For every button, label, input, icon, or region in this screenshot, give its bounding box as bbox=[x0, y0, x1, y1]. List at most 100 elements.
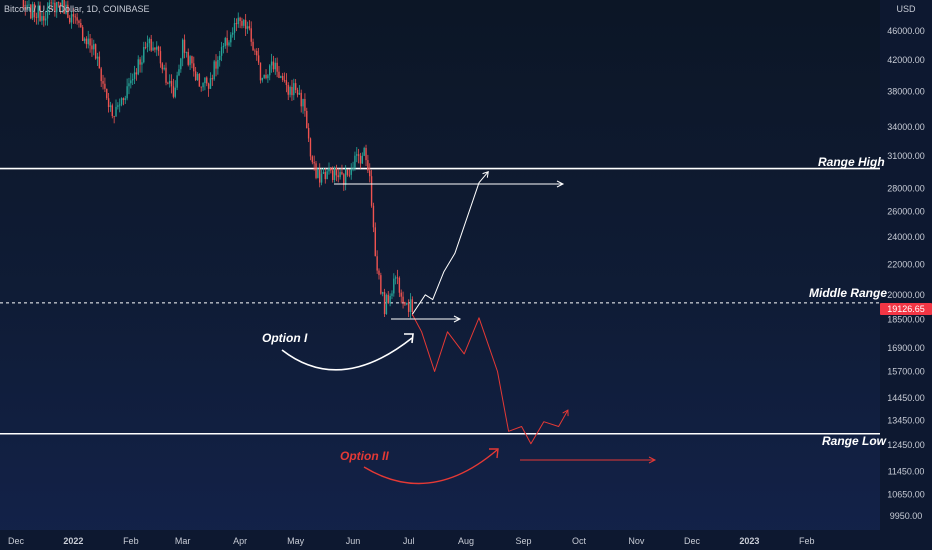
candle-body bbox=[146, 43, 149, 48]
candle-body bbox=[313, 162, 315, 164]
candle-body bbox=[294, 83, 297, 91]
candle-body bbox=[265, 74, 267, 79]
candle-body bbox=[213, 61, 215, 80]
candle-body bbox=[126, 86, 128, 99]
y-tick-label: 31000.00 bbox=[887, 151, 925, 161]
candle-body bbox=[274, 62, 276, 70]
candle-body bbox=[404, 302, 406, 305]
candle-body bbox=[52, 2, 54, 4]
candle-body bbox=[324, 172, 326, 180]
candle-body bbox=[63, 0, 65, 14]
candle-body bbox=[200, 86, 202, 88]
candle-body bbox=[328, 168, 330, 172]
candle-body bbox=[115, 106, 117, 117]
candle-body bbox=[291, 87, 293, 96]
candle-body bbox=[226, 38, 228, 46]
candle-body bbox=[83, 38, 86, 41]
candle-body bbox=[124, 98, 126, 100]
candle-body bbox=[400, 292, 402, 297]
candle-body bbox=[209, 78, 212, 89]
candle-body bbox=[263, 74, 265, 78]
candle-body bbox=[137, 59, 139, 75]
candle-body bbox=[380, 275, 382, 294]
candle-body bbox=[43, 16, 45, 21]
candle-body bbox=[309, 138, 312, 157]
candle-body bbox=[130, 80, 132, 84]
y-tick-label: 12450.00 bbox=[887, 440, 925, 450]
candle-body bbox=[206, 77, 208, 84]
candle-body bbox=[363, 148, 365, 156]
x-tick-label: Dec bbox=[684, 536, 701, 546]
y-tick-label: 26000.00 bbox=[887, 207, 925, 217]
time-axis-panel bbox=[0, 530, 880, 550]
candle-body bbox=[346, 169, 349, 175]
candle-body bbox=[217, 59, 219, 69]
candle-body bbox=[139, 59, 141, 65]
currency-label: USD bbox=[896, 4, 916, 14]
x-tick-label: Apr bbox=[233, 536, 247, 546]
candle-body bbox=[244, 19, 247, 29]
candle-body bbox=[26, 4, 28, 10]
y-tick-label: 16900.00 bbox=[887, 343, 925, 353]
candle-body bbox=[174, 87, 176, 97]
candle-body bbox=[391, 293, 393, 296]
candle-body bbox=[85, 38, 88, 45]
candle-body bbox=[304, 98, 306, 111]
candle-body bbox=[246, 26, 249, 29]
candle-body bbox=[215, 61, 217, 69]
candle-body bbox=[280, 75, 282, 78]
candle-body bbox=[317, 168, 319, 178]
candle-body bbox=[285, 80, 288, 86]
candle-body bbox=[406, 302, 408, 305]
candle-body bbox=[289, 87, 291, 95]
projection-1-path bbox=[411, 171, 489, 315]
candle-body bbox=[141, 62, 143, 65]
range-high-label: Range High bbox=[818, 155, 885, 169]
candle-body bbox=[402, 296, 404, 303]
x-tick-label: Feb bbox=[123, 536, 139, 546]
candle-body bbox=[256, 50, 258, 56]
candle-body bbox=[117, 105, 119, 107]
candle-body bbox=[409, 299, 412, 312]
candle-body bbox=[167, 82, 169, 84]
candle-body bbox=[381, 292, 384, 294]
candle-body bbox=[81, 27, 84, 41]
candle-body bbox=[106, 88, 108, 99]
candle-body bbox=[335, 167, 338, 176]
candle-body bbox=[107, 98, 110, 108]
candle-body bbox=[374, 227, 376, 257]
candle-body bbox=[387, 294, 389, 304]
candle-body bbox=[359, 155, 362, 164]
candle-body bbox=[254, 50, 256, 52]
candle-body bbox=[156, 46, 158, 50]
candle-body bbox=[70, 14, 73, 23]
candle-body bbox=[196, 73, 199, 81]
candle-body bbox=[202, 83, 204, 88]
option-2-curve bbox=[363, 449, 498, 485]
candle-body bbox=[220, 47, 223, 56]
candle-body bbox=[350, 169, 352, 175]
y-tick-label: 28000.00 bbox=[887, 183, 925, 193]
y-tick-label: 11450.00 bbox=[888, 467, 925, 477]
chart-title: Bitcoin / U.S. Dollar, 1D, COINBASE bbox=[4, 4, 150, 14]
candle-body bbox=[320, 173, 323, 183]
projection-1-arrowhead bbox=[482, 170, 489, 178]
candle-body bbox=[287, 85, 289, 95]
candle-body bbox=[365, 148, 367, 161]
x-tick-label: Feb bbox=[799, 536, 815, 546]
candle-body bbox=[224, 38, 226, 46]
candle-body bbox=[211, 78, 214, 80]
candle-body bbox=[241, 20, 243, 26]
candle-body bbox=[59, 2, 62, 7]
candle-body bbox=[376, 256, 378, 271]
candle-body bbox=[393, 278, 395, 294]
candle-body bbox=[298, 92, 301, 95]
projection-2-path bbox=[411, 314, 569, 445]
candle-body bbox=[293, 83, 295, 96]
x-tick-label: 2023 bbox=[739, 536, 759, 546]
x-tick-label: Dec bbox=[8, 536, 25, 546]
middle-range-label: Middle Range bbox=[809, 286, 888, 300]
candle-body bbox=[96, 56, 99, 59]
